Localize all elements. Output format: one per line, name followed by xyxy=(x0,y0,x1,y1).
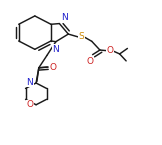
Text: O: O xyxy=(87,57,94,66)
Text: O: O xyxy=(50,62,57,72)
Text: O: O xyxy=(26,100,33,109)
Text: N: N xyxy=(26,78,33,87)
Text: O: O xyxy=(106,46,113,55)
Text: N: N xyxy=(61,13,67,22)
Text: S: S xyxy=(78,32,84,41)
Text: N: N xyxy=(52,45,59,54)
